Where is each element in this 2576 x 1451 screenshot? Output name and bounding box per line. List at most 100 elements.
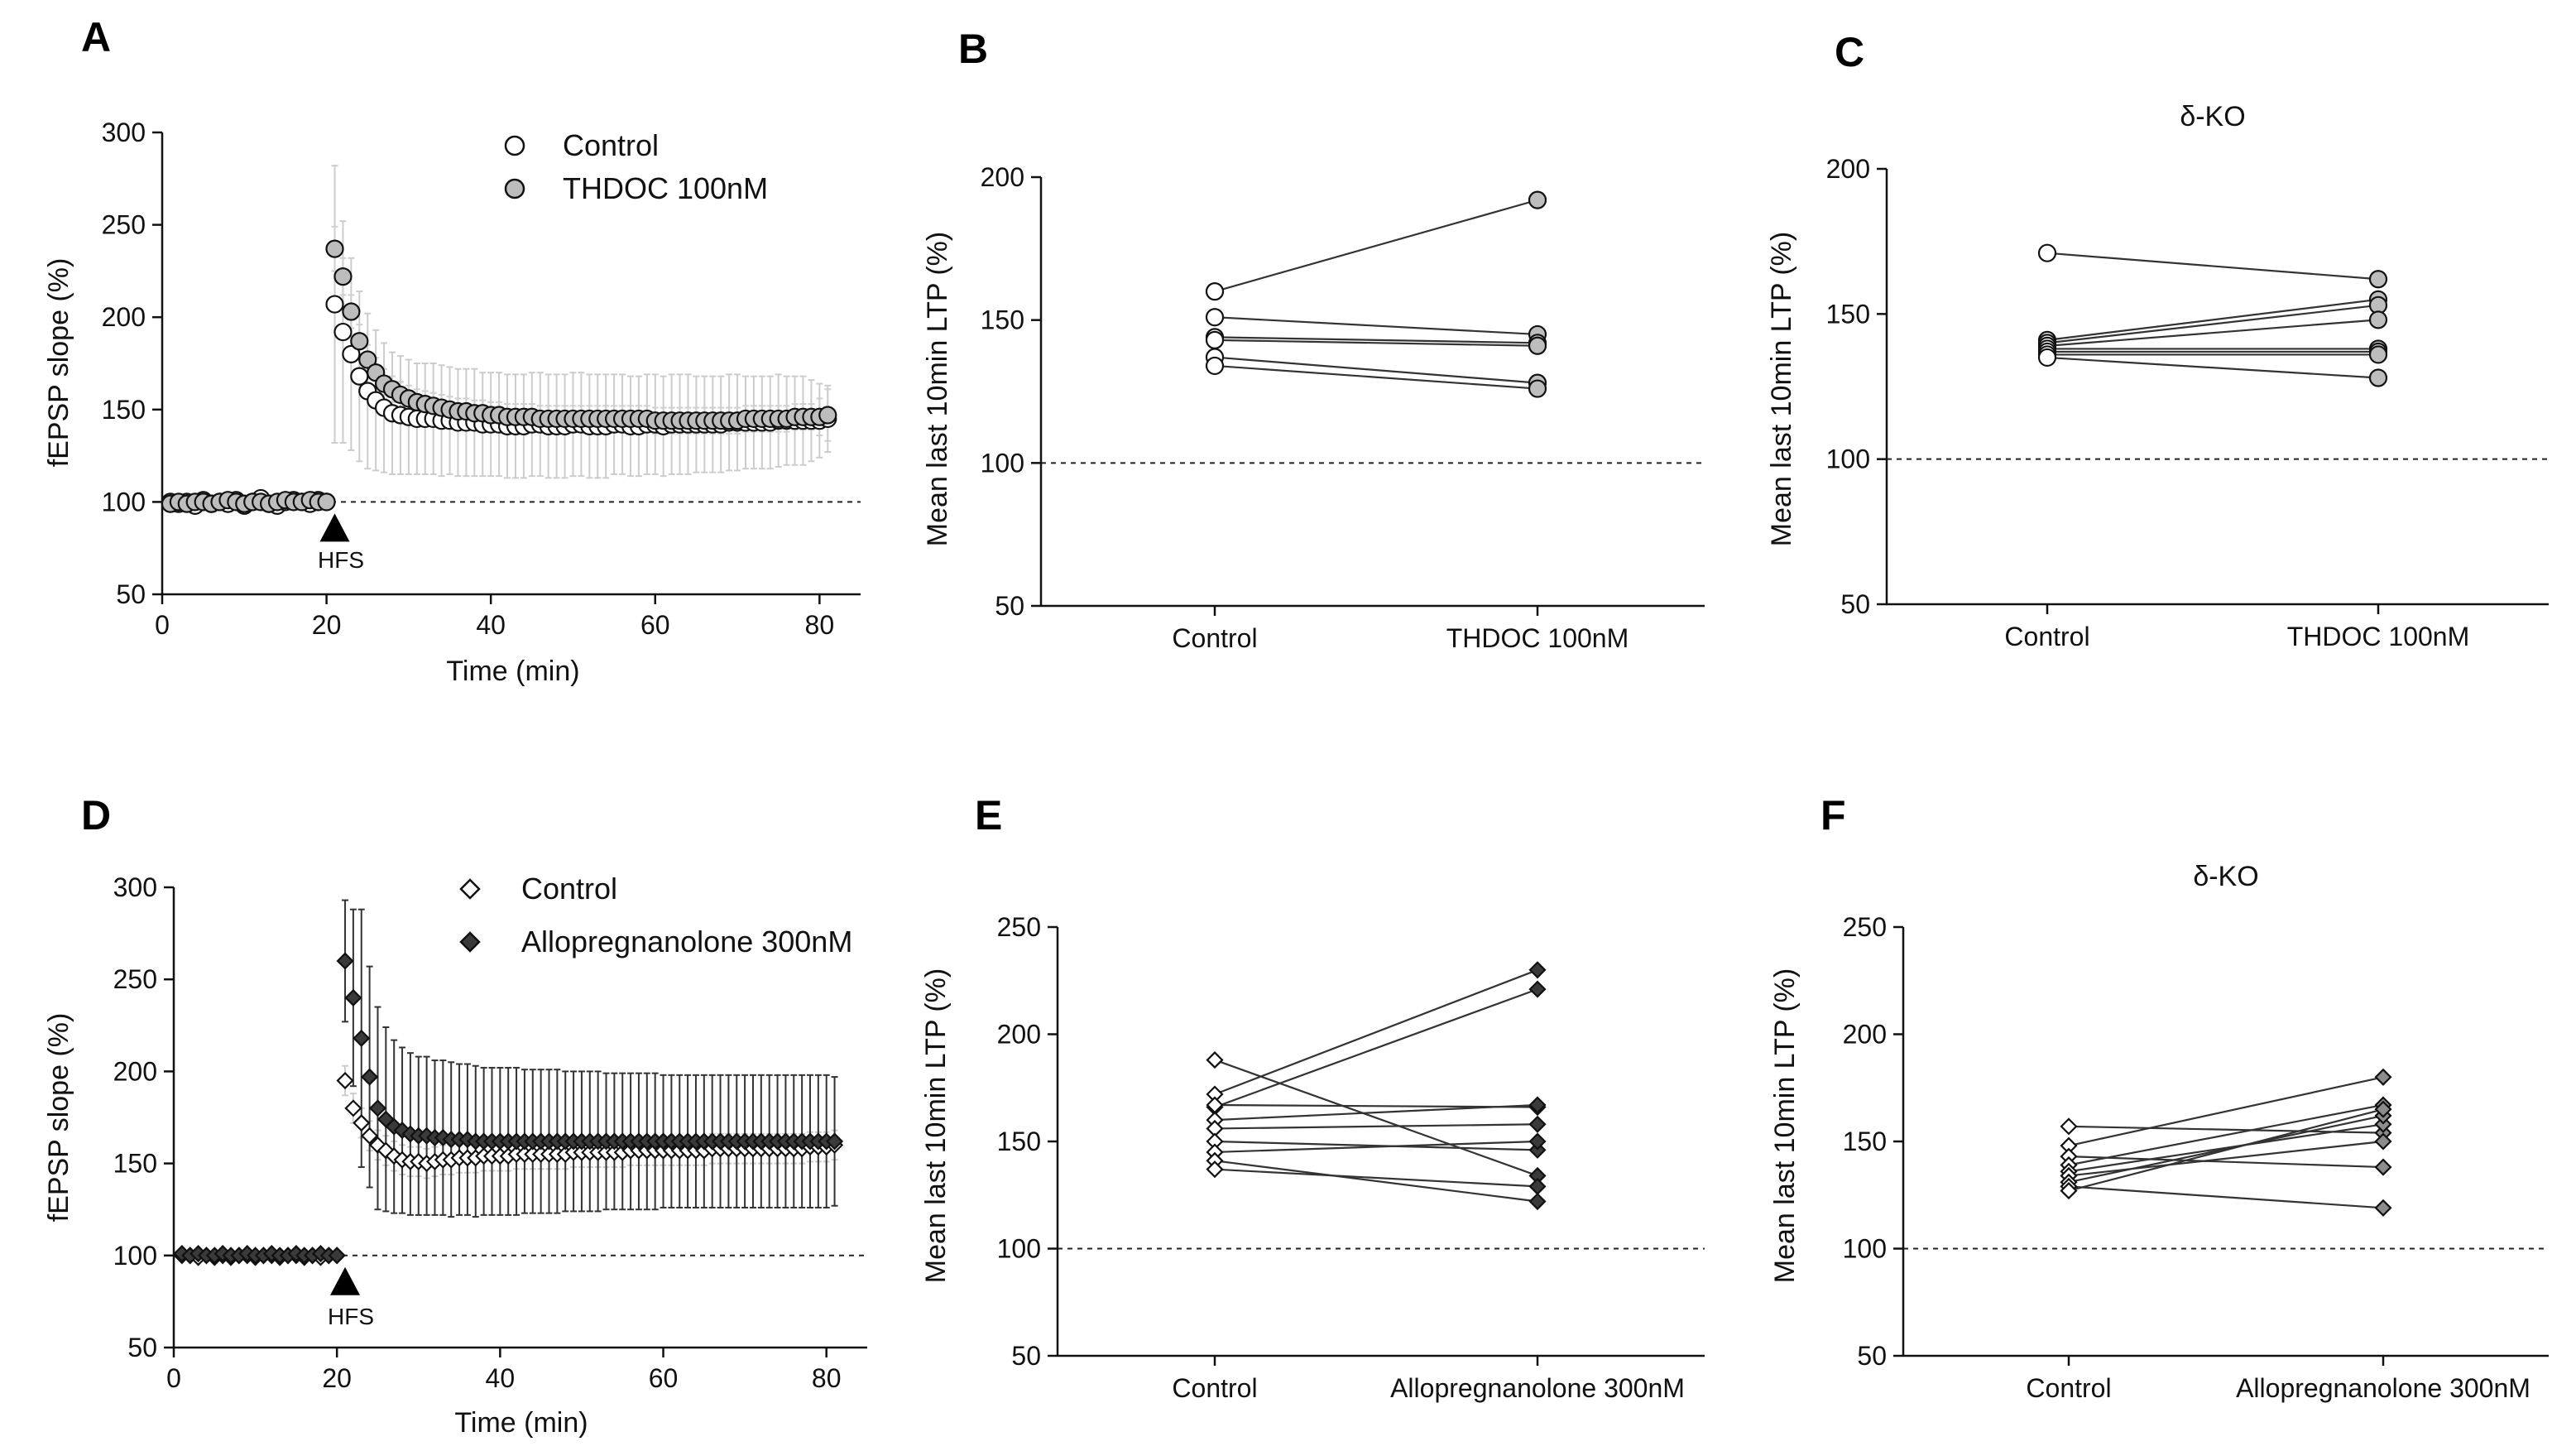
panel-e-pair-line [1215, 970, 1537, 1094]
panel-d-ytick-label: 200 [113, 1056, 157, 1086]
panel-d-ytick-label: 50 [127, 1333, 157, 1362]
panel-d-ytick-label: 300 [113, 872, 157, 902]
panel-c-paired: 50100150200Control THDOC 100nM δ-KO Mean … [1766, 101, 2549, 651]
panel-f-ytick-label: 250 [1843, 912, 1887, 942]
panel-c-ytick-label: 150 [1826, 299, 1870, 329]
panel-d-ytick-label: 100 [113, 1241, 157, 1271]
panel-f-pair-line [2069, 1109, 2383, 1190]
panel-e-ytick-label: 200 [997, 1020, 1041, 1050]
panel-f-point-treatment [2376, 1069, 2391, 1084]
panel-c-category-label: THDOC 100nM [2287, 622, 2470, 651]
panel-f-title: δ-KO [2193, 861, 2258, 892]
panel-letter-b: B [958, 26, 988, 72]
panel-d-ytick-label: 250 [113, 964, 157, 994]
panel-b-ytick-label: 100 [981, 448, 1024, 478]
figure-canvas: A B C D E F 501001502002503000 20 40 60 80 f… [0, 0, 2576, 1451]
panel-b-ytick-label: 150 [981, 305, 1024, 335]
panel-a-ytick-label: 50 [116, 579, 146, 609]
panel-f-category-label: Allopregnanolone 300nM [2236, 1373, 2530, 1403]
panel-b-point-treatment [1529, 338, 1546, 354]
panel-d-point-treatment [354, 1031, 369, 1045]
panel-a-ytick-label: 300 [102, 118, 146, 147]
panel-e-pair-line [1215, 989, 1537, 1107]
panel-b-category-label: THDOC 100nM [1446, 623, 1629, 653]
panel-f-ytick-label: 150 [1843, 1127, 1887, 1156]
panel-a-point-treatment [319, 493, 335, 510]
panel-f-point-treatment [2376, 1160, 2391, 1175]
panel-f-point-treatment [2376, 1200, 2391, 1215]
panel-e-pair-line [1215, 1160, 1537, 1201]
panel-b-point-control [1206, 283, 1223, 300]
panel-e-point-treatment [1530, 1179, 1545, 1194]
panel-d-xtick-label: 20 [322, 1363, 352, 1393]
panel-b-pair-line [1215, 317, 1537, 334]
panel-e-paired: 50 100 150 200 250 Control Allopregnanolone 30… [920, 912, 1705, 1403]
panel-d-legend: Control Allopregnanolone 300nM [461, 872, 852, 959]
panel-a-point-treatment [819, 406, 836, 423]
panel-letter-a: A [81, 14, 111, 60]
panel-f-pair-line [2069, 1124, 2383, 1171]
panel-b-ytick-label: 50 [995, 591, 1024, 621]
panel-d-timecourse: 50 100 150 200 250 300 0 20 40 60 80 fEPSP slope (… [43, 872, 867, 1439]
panel-d-point-treatment [370, 1101, 385, 1116]
panel-d-point-treatment [338, 954, 353, 968]
panel-e-pair-line [1215, 1124, 1537, 1128]
panel-e-category-label: Allopregnanolone 300nM [1390, 1373, 1685, 1403]
panel-e-point-treatment [1530, 963, 1545, 978]
panel-c-ylabel: Mean last 10min LTP (%) [1766, 232, 1797, 546]
legend-a-thdoc-label: THDOC 100nM [563, 171, 768, 205]
panel-e-ytick-label: 50 [1011, 1341, 1041, 1371]
panel-a-point-control [334, 324, 351, 340]
legend-d-allo-marker [461, 933, 479, 951]
panel-b-point-treatment [1529, 192, 1546, 209]
panel-c-point-treatment [2370, 369, 2387, 386]
panel-letter-c: C [1835, 29, 1864, 75]
panel-a-ylabel: fEPSP slope (%) [43, 258, 74, 468]
panel-f-ylabel: Mean last 10min LTP (%) [1769, 968, 1801, 1283]
panel-c-point-control [2039, 245, 2056, 262]
panel-a-point-treatment [351, 333, 367, 349]
panel-a-hfs-label: HFS [318, 547, 364, 573]
panel-c-ytick-label: 50 [1840, 589, 1870, 619]
panel-c-category-label: Control [2004, 622, 2089, 651]
panel-d-xtick-label: 0 [166, 1363, 181, 1393]
panel-a-point-treatment [327, 241, 343, 257]
panel-f-pair-line [2069, 1186, 2383, 1208]
panel-a-point-control [327, 296, 343, 313]
panel-c-ytick-label: 200 [1826, 154, 1870, 184]
panel-b-ytick-label: 200 [981, 162, 1024, 192]
panel-a-hfs-arrow [320, 513, 350, 541]
panel-b-point-control [1206, 309, 1223, 325]
panel-d-point-treatment [346, 990, 361, 1005]
panel-b-point-control [1206, 358, 1223, 374]
legend-a-thdoc-marker [506, 180, 524, 198]
panel-a-ytick-label: 200 [102, 302, 146, 332]
panel-a-xlabel: Time (min) [446, 656, 579, 687]
panel-c-pair-line [2047, 253, 2378, 280]
panel-d-hfs-arrow [330, 1267, 360, 1295]
panel-d-point-control [354, 1116, 369, 1131]
panel-f-ytick-label: 200 [1843, 1020, 1887, 1050]
panel-f-point-control [2061, 1119, 2076, 1134]
panel-f-paired: 50 100 150 200 250 Control Allopregnanolone 30… [1769, 861, 2549, 1403]
legend-d-control-marker [461, 880, 479, 898]
panel-c-title: δ-KO [2180, 101, 2245, 132]
panel-c-point-treatment [2370, 346, 2387, 363]
panel-b-ylabel: Mean last 10min LTP (%) [922, 232, 953, 546]
legend-a-control-marker [506, 137, 524, 155]
panel-e-point-treatment [1530, 1194, 1545, 1209]
panel-a-xtick-label: 40 [476, 610, 506, 640]
panel-d-xtick-label: 80 [812, 1363, 842, 1393]
panel-d-ytick-label: 150 [113, 1149, 157, 1179]
panel-c-point-treatment [2370, 271, 2387, 287]
panel-c-point-treatment [2370, 311, 2387, 328]
panel-a-point-treatment [334, 268, 351, 285]
panel-d-xtick-label: 60 [649, 1363, 679, 1393]
panel-b-category-label: Control [1172, 623, 1257, 653]
panel-letter-d: D [81, 792, 111, 838]
panel-c-point-control [2039, 349, 2056, 366]
panel-c-pair-line [2047, 358, 2378, 378]
panel-a-xtick-label: 80 [805, 610, 835, 640]
panel-a-ytick-label: 150 [102, 395, 146, 425]
panel-a-point-treatment [343, 304, 359, 320]
